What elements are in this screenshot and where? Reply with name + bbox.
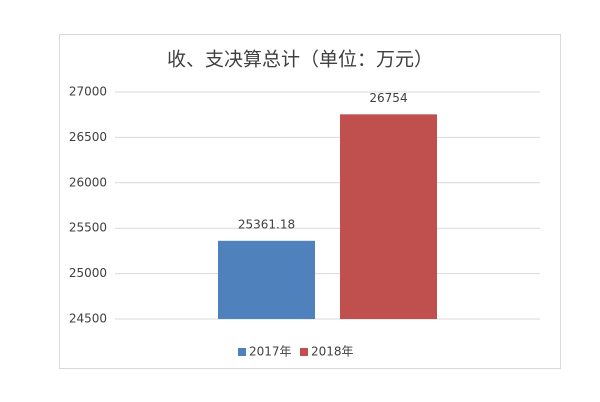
y-tick-label: 24500 <box>69 312 107 326</box>
legend-swatch <box>300 348 308 356</box>
chart-title: 收、支决算总计（单位：万元） <box>167 49 433 71</box>
data-label: 26754 <box>369 91 407 105</box>
legend-label: 2018年 <box>311 345 354 359</box>
y-tick-label: 25000 <box>69 266 107 280</box>
y-tick-label: 25500 <box>69 221 107 235</box>
legend-label: 2017年 <box>249 345 292 359</box>
bar <box>218 240 315 319</box>
bar <box>340 114 437 320</box>
y-tick-label: 26000 <box>69 175 107 189</box>
y-tick-label: 26500 <box>69 130 107 144</box>
legend-swatch <box>238 348 246 356</box>
y-tick-label: 27000 <box>69 85 107 99</box>
data-label: 25361.18 <box>238 217 295 231</box>
